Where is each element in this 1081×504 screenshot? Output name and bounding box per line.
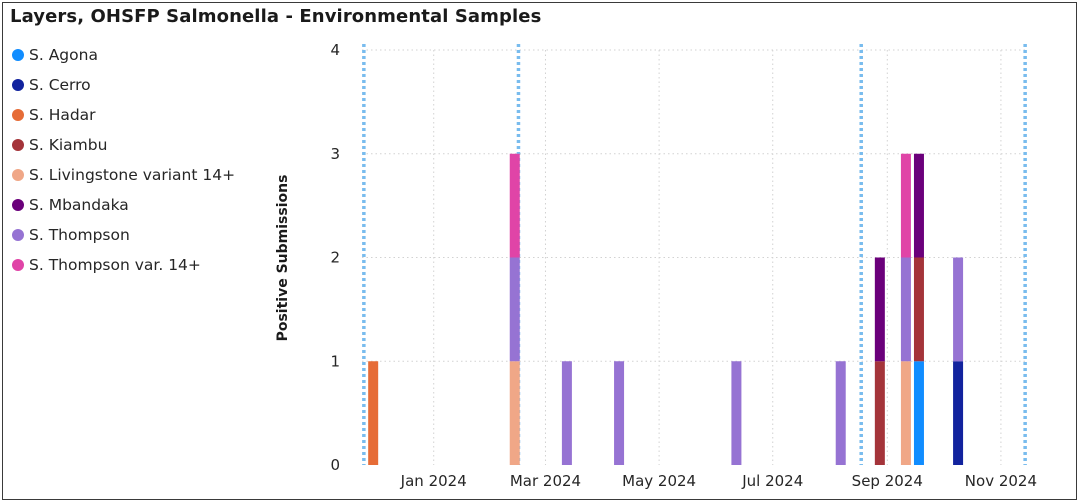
legend-label-thompson: S. Thompson <box>29 226 130 244</box>
x-tick-label: Sep 2024 <box>852 472 923 490</box>
legend-marker-thompson-var <box>12 259 24 271</box>
bar-segment-s-thompson[interactable] <box>731 361 742 465</box>
x-tick-label: Jul 2024 <box>741 472 803 490</box>
legend-marker-hadar <box>12 109 24 121</box>
bars <box>368 153 964 465</box>
gridlines <box>362 49 1027 465</box>
legend-marker-thompson <box>12 229 24 241</box>
legend-item-mbandaka[interactable]: S. Mbandaka <box>12 190 235 220</box>
legend-marker-livingstone <box>12 169 24 181</box>
bar-segment-s-agona[interactable] <box>913 361 924 465</box>
chart-title: Layers, OHSFP Salmonella - Environmental… <box>10 6 542 27</box>
bar-segment-s-thompson[interactable] <box>835 361 846 465</box>
legend-label-agona: S. Agona <box>29 46 98 64</box>
bar-segment-s-hadar[interactable] <box>368 361 379 465</box>
bar-segment-s-livingstone-variant-14[interactable] <box>900 361 911 465</box>
bar-segment-s-cerro[interactable] <box>953 361 964 465</box>
y-tick-label: 1 <box>330 352 340 370</box>
legend-label-hadar: S. Hadar <box>29 106 96 124</box>
bar-segment-s-kiambu[interactable] <box>913 257 924 362</box>
legend-marker-agona <box>12 49 24 61</box>
y-tick-label: 2 <box>330 249 340 267</box>
y-axis-ticks: 0 1 2 3 4 <box>330 41 340 474</box>
legend-label-thompson-var: S. Thompson var. 14+ <box>29 256 201 274</box>
x-tick-label: Nov 2024 <box>965 472 1037 490</box>
reference-lines <box>362 44 1027 465</box>
bar-segment-s-thompson[interactable] <box>561 361 572 465</box>
legend-marker-cerro <box>12 79 24 91</box>
legend-item-livingstone[interactable]: S. Livingstone variant 14+ <box>12 160 235 190</box>
legend-item-hadar[interactable]: S. Hadar <box>12 100 235 130</box>
legend-marker-kiambu <box>12 139 24 151</box>
bar-segment-s-thompson[interactable] <box>614 361 625 465</box>
bar-segment-s-thompson-var-14[interactable] <box>900 153 911 258</box>
legend-item-thompson[interactable]: S. Thompson <box>12 220 235 250</box>
legend-label-kiambu: S. Kiambu <box>29 136 108 154</box>
legend-label-cerro: S. Cerro <box>29 76 91 94</box>
bar-segment-s-livingstone-variant-14[interactable] <box>509 361 520 465</box>
legend-marker-mbandaka <box>12 199 24 211</box>
bar-segment-s-thompson-var-14[interactable] <box>509 153 520 258</box>
bar-segment-s-kiambu[interactable] <box>874 361 885 465</box>
y-tick-label: 0 <box>330 456 340 474</box>
legend-label-livingstone: S. Livingstone variant 14+ <box>29 166 236 184</box>
y-tick-label: 3 <box>330 145 340 163</box>
legend-item-thompson-var[interactable]: S. Thompson var. 14+ <box>12 250 235 280</box>
y-tick-label: 4 <box>330 41 340 59</box>
x-axis-ticks: Jan 2024 Mar 2024 May 2024 Jul 2024 Sep 2024… <box>400 472 1037 490</box>
bar-segment-s-thompson[interactable] <box>953 257 964 362</box>
legend: S. Agona S. Cerro S. Hadar S. Kiambu S. … <box>12 40 235 280</box>
bar-segment-s-mbandaka[interactable] <box>874 257 885 362</box>
legend-item-kiambu[interactable]: S. Kiambu <box>12 130 235 160</box>
x-tick-label: Jan 2024 <box>400 472 467 490</box>
legend-item-agona[interactable]: S. Agona <box>12 40 235 70</box>
x-tick-label: Mar 2024 <box>510 472 581 490</box>
bar-segment-s-mbandaka[interactable] <box>913 153 924 258</box>
bar-segment-s-thompson[interactable] <box>509 257 520 362</box>
bar-segment-s-thompson[interactable] <box>900 257 911 362</box>
legend-item-cerro[interactable]: S. Cerro <box>12 70 235 100</box>
legend-label-mbandaka: S. Mbandaka <box>29 196 129 214</box>
x-tick-label: May 2024 <box>622 472 696 490</box>
